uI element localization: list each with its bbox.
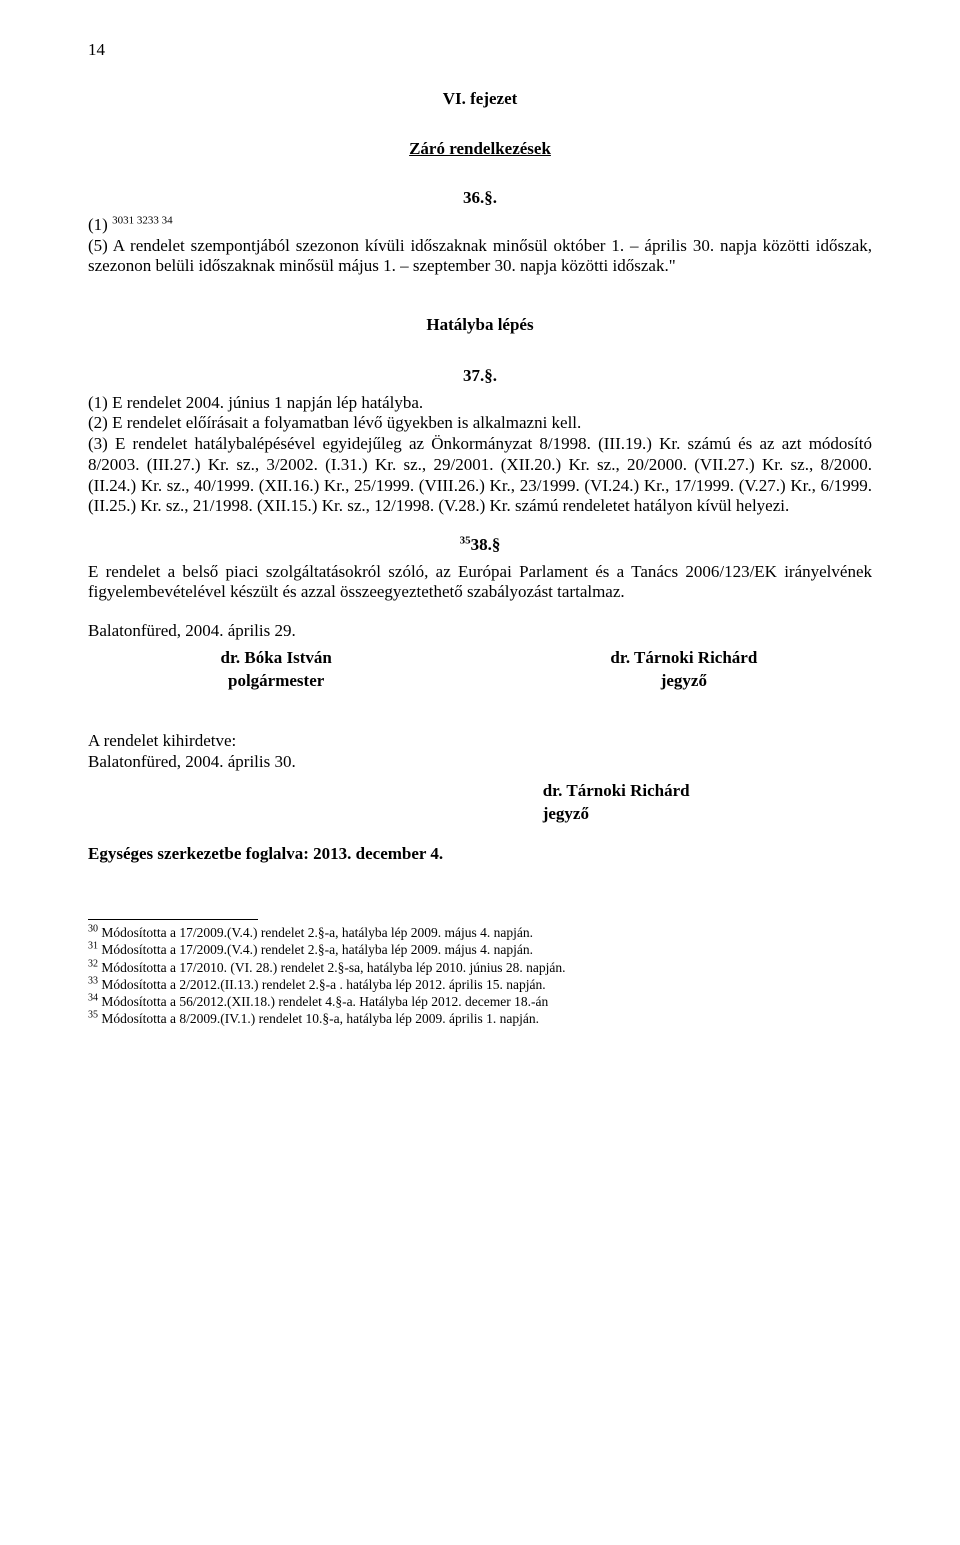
signature-row-1: dr. Bóka István polgármester dr. Tárnoki… bbox=[88, 648, 872, 691]
chapter-title: VI. fejezet bbox=[88, 89, 872, 110]
footnote-32-text: Módosította a 17/2010. (VI. 28.) rendele… bbox=[101, 960, 565, 975]
consolidated-line: Egységes szerkezetbe foglalva: 2013. dec… bbox=[88, 844, 872, 865]
notary-role-2: jegyző bbox=[88, 804, 872, 825]
document-page: 14 VI. fejezet Záró rendelkezések 36.§. … bbox=[0, 0, 960, 1545]
effect-title: Hatályba lépés bbox=[88, 315, 872, 336]
footnote-31-text: Módosította a 17/2009.(V.4.) rendelet 2.… bbox=[101, 942, 533, 957]
para-1-footnote-ref: 3031 3233 34 bbox=[112, 214, 173, 226]
publish-date: Balatonfüred, 2004. április 30. bbox=[88, 752, 872, 773]
footnote-33-text: Módosította a 2/2012.(II.13.) rendelet 2… bbox=[101, 977, 545, 992]
signature-block-2: dr. Tárnoki Richárd jegyző bbox=[88, 781, 872, 824]
publish-label: A rendelet kihirdetve: bbox=[88, 731, 872, 752]
footnote-32: 32 Módosította a 17/2010. (VI. 28.) rend… bbox=[88, 959, 872, 976]
para-1-prefix: (1) bbox=[88, 215, 112, 234]
section-38-footnote-ref: 35 bbox=[460, 534, 471, 546]
footnote-separator bbox=[88, 919, 258, 920]
section-37-number: 37.§. bbox=[88, 366, 872, 387]
page-number: 14 bbox=[88, 40, 872, 61]
notary-role-1: jegyző bbox=[496, 671, 872, 692]
section-36-para-1: (1) 3031 3233 34 bbox=[88, 215, 872, 236]
signature-left: dr. Bóka István polgármester bbox=[88, 648, 464, 691]
section-38-number: 3538.§ bbox=[88, 535, 872, 556]
section-37-body: (1) E rendelet 2004. június 1 napján lép… bbox=[88, 393, 872, 517]
section-36-para-5: (5) A rendelet szempontjából szezonon kí… bbox=[88, 236, 872, 277]
mayor-role: polgármester bbox=[88, 671, 464, 692]
footnote-33: 33 Módosította a 2/2012.(II.13.) rendele… bbox=[88, 976, 872, 993]
footnote-30: 30 Módosította a 17/2009.(V.4.) rendelet… bbox=[88, 924, 872, 941]
footnote-35-text: Módosította a 8/2009.(IV.1.) rendelet 10… bbox=[101, 1011, 539, 1026]
section-36-number: 36.§. bbox=[88, 188, 872, 209]
footnote-30-text: Módosította a 17/2009.(V.4.) rendelet 2.… bbox=[101, 925, 533, 940]
footnote-31: 31 Módosította a 17/2009.(V.4.) rendelet… bbox=[88, 941, 872, 958]
footnote-34: 34 Módosította a 56/2012.(XII.18.) rende… bbox=[88, 993, 872, 1010]
adoption-date: Balatonfüred, 2004. április 29. bbox=[88, 621, 872, 642]
footnote-34-text: Módosította a 56/2012.(XII.18.) rendelet… bbox=[101, 994, 548, 1009]
notary-name-2: dr. Tárnoki Richárd bbox=[88, 781, 872, 802]
mayor-name: dr. Bóka István bbox=[88, 648, 464, 669]
section-38-number-text: 38.§ bbox=[471, 535, 501, 554]
signature-right: dr. Tárnoki Richárd jegyző bbox=[496, 648, 872, 691]
footnote-35: 35 Módosította a 8/2009.(IV.1.) rendelet… bbox=[88, 1010, 872, 1027]
notary-name-1: dr. Tárnoki Richárd bbox=[496, 648, 872, 669]
section-38-body: E rendelet a belső piaci szolgáltatásokr… bbox=[88, 562, 872, 603]
closing-provisions-title: Záró rendelkezések bbox=[88, 139, 872, 160]
